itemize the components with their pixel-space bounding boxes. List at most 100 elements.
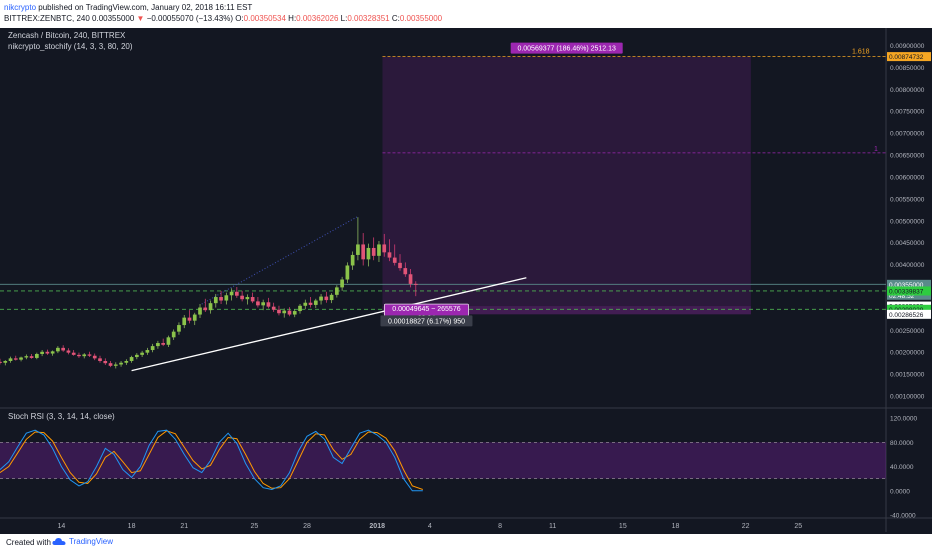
candle-body: [61, 347, 66, 351]
ohlc-line: BITTREX:ZENBTC, 240 0.00355000 ▼ −0.0005…: [4, 14, 442, 23]
close-value: 0.00355000: [399, 14, 443, 23]
candle-body: [303, 302, 308, 306]
stoch-tick-label: 80.0000: [890, 440, 914, 447]
candle-body: [3, 360, 8, 363]
indicator-legend: nikcrypto_stochify (14, 3, 3, 80, 20): [8, 42, 133, 51]
candle-body: [361, 244, 366, 260]
candle-body: [345, 265, 350, 280]
price-tick-label: 0.00100000: [890, 394, 925, 401]
time-tick-label: 28: [303, 523, 311, 530]
fib-1618-label: 1.618: [852, 49, 870, 56]
candle-body: [8, 358, 13, 361]
high-value: 0.00362026: [296, 14, 339, 23]
close-label: C:: [391, 14, 400, 23]
time-tick-label: 15: [619, 523, 627, 530]
candle-body: [45, 351, 50, 354]
price-tick-label: 0.00800000: [890, 87, 925, 94]
price-axis-badge: [887, 52, 931, 62]
candle-body: [13, 358, 18, 360]
candle-body: [250, 297, 255, 302]
created-with-label: Created with: [6, 538, 51, 547]
candle-body: [256, 301, 260, 306]
price-tick-label: 0.00700000: [890, 131, 925, 138]
candle-body: [298, 305, 302, 312]
candle-body: [156, 343, 160, 347]
candle-body: [145, 350, 150, 353]
stoch-tick-label: -40.0000: [890, 512, 916, 519]
cloud-icon: [52, 538, 66, 545]
time-tick-label: 14: [58, 523, 66, 530]
candle-body: [166, 337, 171, 345]
candle-body: [282, 310, 287, 314]
low-label: L:: [340, 14, 348, 23]
candle-body: [350, 254, 355, 266]
price-tick-label: 0.00750000: [890, 109, 925, 116]
candle-body: [119, 362, 123, 365]
high-label: H:: [288, 14, 297, 23]
price-tick-label: 0.00200000: [890, 350, 925, 357]
candle-body: [56, 347, 60, 352]
candle-body: [150, 346, 155, 351]
time-tick-label: 25: [250, 523, 258, 530]
candle-body: [240, 295, 244, 300]
candle-body: [392, 257, 397, 263]
candle-body: [356, 244, 360, 255]
risk-label-text: 0.00018827 (6.17%) 950: [388, 318, 465, 325]
last-price: 0.00355000: [92, 14, 135, 23]
stop-label-text: 0.00049645 ~ 265576: [392, 306, 460, 313]
stoch-k-line: [0, 429, 423, 492]
fib-1-label: 1: [874, 146, 878, 153]
stoch-legend: Stoch RSI (3, 3, 14, 14, close): [8, 412, 115, 421]
candle-body: [324, 296, 329, 301]
candle-body: [319, 296, 323, 301]
candle-body: [71, 352, 76, 355]
candle-body: [124, 360, 129, 363]
price-tick-label: 0.00150000: [890, 372, 925, 379]
stoch-band: [0, 442, 886, 479]
candle-body: [129, 357, 134, 361]
target-zone: [382, 56, 751, 307]
time-tick-label: 8: [498, 523, 502, 530]
candle-body: [161, 343, 166, 345]
price-tick-label: 0.00900000: [890, 43, 925, 50]
candle-body: [329, 294, 334, 301]
price-axis-badge-text: 0.00874732: [889, 54, 924, 61]
candle-body: [140, 352, 144, 355]
time-tick-label: 18: [672, 523, 680, 530]
candle-body: [77, 354, 81, 357]
candle-body: [335, 287, 339, 295]
candle-body: [245, 297, 250, 300]
price-tick-label: 0.00600000: [890, 174, 925, 181]
footer: Created with TradingView: [0, 534, 932, 550]
candle-body: [413, 283, 418, 285]
price-tick-label: 0.00400000: [890, 262, 925, 269]
candle-body: [287, 310, 292, 315]
candle-body: [198, 307, 202, 315]
candle-body: [308, 302, 313, 305]
candle-body: [66, 350, 71, 353]
price-axis-badge-text: 0.00355000: [889, 282, 924, 289]
candle-body: [271, 306, 276, 310]
publish-header: nikcrypto published on TradingView.com, …: [0, 0, 932, 28]
price-axis-badge-text: 02:48:52: [889, 293, 915, 300]
trendline: [131, 277, 527, 372]
open-label: O:: [235, 14, 244, 23]
candle-body: [24, 356, 29, 358]
tradingview-logo[interactable]: TradingView: [52, 537, 113, 546]
down-arrow-icon: ▼: [136, 14, 145, 23]
price-tick-label: 0.00250000: [890, 328, 925, 335]
publish-info: published on TradingView.com, January 02…: [38, 3, 253, 12]
candle-body: [182, 317, 187, 326]
candle-body: [213, 297, 218, 304]
symbol-label: BITTREX:ZENBTC, 240: [4, 14, 90, 23]
open-value: 0.00350534: [243, 14, 286, 23]
candle-body: [187, 317, 192, 321]
candle-body: [50, 351, 55, 354]
candle-body: [366, 247, 371, 260]
author-link[interactable]: nikcrypto: [4, 3, 37, 12]
time-tick-label: 25: [794, 523, 802, 530]
price-tick-label: 0.00550000: [890, 196, 925, 203]
candle-body: [377, 244, 381, 256]
candle-body: [171, 331, 176, 338]
